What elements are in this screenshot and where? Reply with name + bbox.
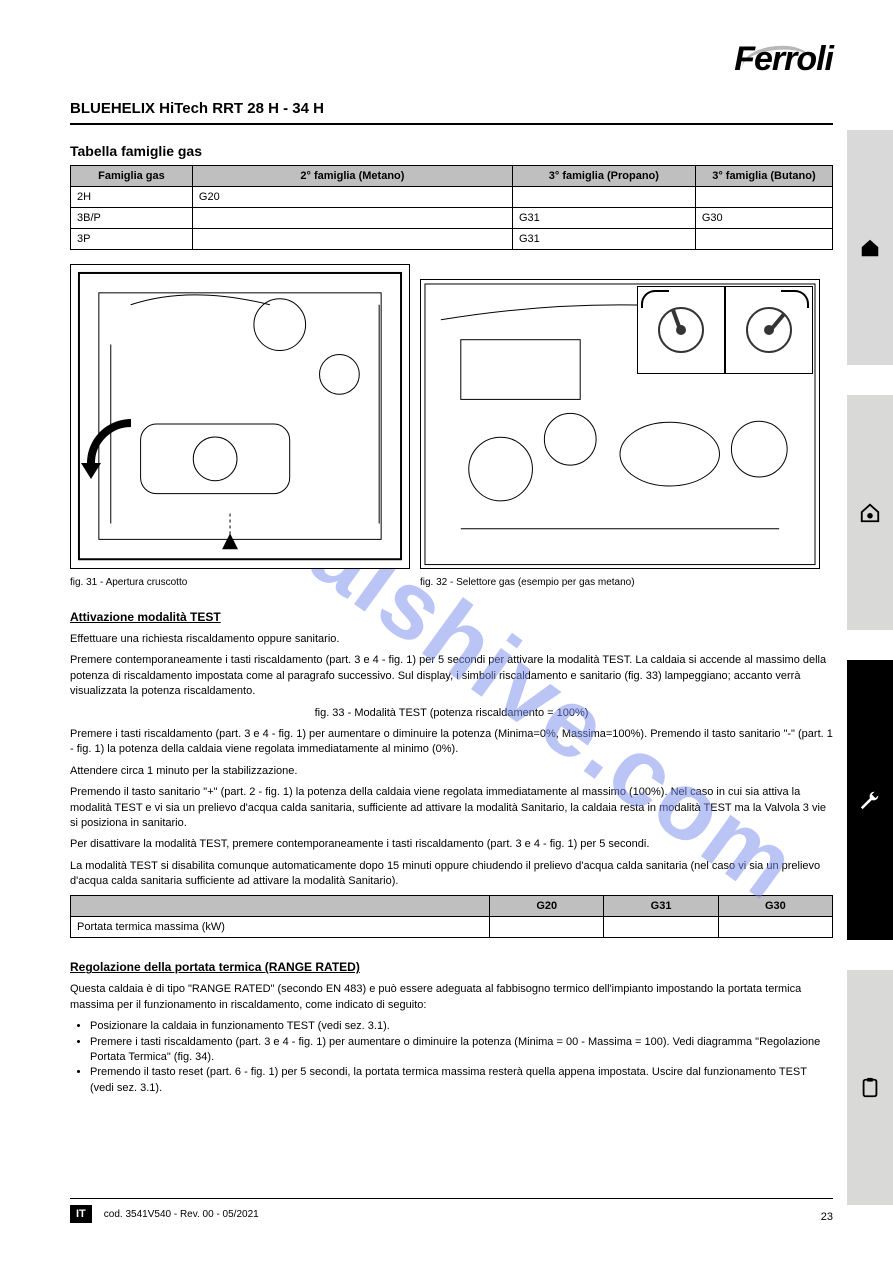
test-mode-heading: Attivazione modalità TEST [70, 610, 833, 624]
sidebar-section-service [847, 660, 893, 940]
th-methane: 2° famiglia (Metano) [192, 166, 512, 187]
table-header-row: G20 G31 G30 [71, 896, 833, 917]
cell [512, 187, 695, 208]
figure-31-box [70, 264, 410, 569]
gas-family-table: Famiglia gas 2° famiglia (Metano) 3° fam… [70, 165, 833, 250]
figure-row [70, 264, 833, 569]
cell: G30 [695, 208, 832, 229]
page-number: 23 [821, 1211, 833, 1223]
table-row: 3B/P G31 G30 [71, 208, 833, 229]
figure-32-box [420, 279, 820, 569]
cell: 2H [71, 187, 193, 208]
cell: 3P [71, 229, 193, 250]
cell-label: Portata termica massima (kW) [71, 917, 490, 938]
th-g20: G20 [490, 896, 604, 917]
cell [490, 917, 604, 938]
th-g30: G30 [718, 896, 832, 917]
cell [695, 187, 832, 208]
thermal-output-table: G20 G31 G30 Portata termica massima (kW) [70, 895, 833, 938]
cell [192, 208, 512, 229]
rotate-right-icon [781, 290, 809, 308]
model-line: BLUEHELIX HiTech RRT 28 H - 34 H [70, 100, 833, 117]
heat-output-heading: Regolazione della portata termica (RANGE… [70, 960, 833, 974]
sidebar-section-install [847, 395, 893, 630]
test-mode-para5: Premendo il tasto sanitario "+" (part. 2… [70, 785, 833, 831]
th-propane: 3° famiglia (Propano) [512, 166, 695, 187]
sidebar-gap [847, 365, 893, 395]
selector-insets [637, 286, 813, 374]
selector-inset-g20 [637, 286, 725, 374]
figure-captions: fig. 31 - Apertura cruscotto fig. 32 - S… [70, 573, 833, 588]
test-mode-para1: Effettuare una richiesta riscaldamento o… [70, 632, 833, 647]
table-row: 3P G31 [71, 229, 833, 250]
knob-icon [658, 307, 704, 353]
rotate-left-icon [641, 290, 669, 308]
doc-code: cod. 3541V540 - Rev. 00 - 05/2021 [104, 1209, 259, 1220]
wrench-icon [859, 789, 881, 811]
cell [604, 917, 718, 938]
cell: G31 [512, 208, 695, 229]
sidebar-section-user [847, 130, 893, 365]
heat-output-bullets: Posizionare la caldaia in funzionamento … [70, 1019, 833, 1096]
heat-output-para: Questa caldaia è di tipo "RANGE RATED" (… [70, 982, 833, 1013]
test-mode-para4: Attendere circa 1 minuto per la stabiliz… [70, 764, 833, 779]
list-item: Premere i tasti riscaldamento (part. 3 e… [90, 1035, 833, 1066]
th-family: Famiglia gas [71, 166, 193, 187]
brand-logo: Ferroli [734, 40, 833, 79]
table-header-row: Famiglia gas 2° famiglia (Metano) 3° fam… [71, 166, 833, 187]
cell: G20 [192, 187, 512, 208]
list-item: Premendo il tasto reset (part. 6 - fig. … [90, 1065, 833, 1096]
cell [192, 229, 512, 250]
cell: G31 [512, 229, 695, 250]
test-mode-para2: Premere contemporaneamente i tasti risca… [70, 653, 833, 699]
th-butane: 3° famiglia (Butano) [695, 166, 832, 187]
fig31-caption: fig. 31 - Apertura cruscotto [70, 577, 410, 588]
sidebar-section-data [847, 970, 893, 1205]
house-wrench-icon [859, 502, 881, 524]
cell: 3B/P [71, 208, 193, 229]
footer-rule [70, 1198, 833, 1199]
lang-tag: IT [70, 1205, 92, 1223]
family-table-title: Tabella famiglie gas [70, 143, 833, 159]
list-item: Posizionare la caldaia in funzionamento … [90, 1019, 833, 1034]
rule-top [70, 123, 833, 125]
th-g31: G31 [604, 896, 718, 917]
knob-icon [746, 307, 792, 353]
test-mode-para7: La modalità TEST si disabilita comunque … [70, 859, 833, 890]
home-icon [859, 237, 881, 259]
fig33-caption: fig. 33 - Modalità TEST (potenza riscald… [70, 706, 833, 721]
selector-inset-g31 [725, 286, 813, 374]
fig32-caption: fig. 32 - Selettore gas (esempio per gas… [420, 577, 820, 588]
cell [695, 229, 832, 250]
clipboard-icon [859, 1077, 881, 1099]
th-blank [71, 896, 490, 917]
table-row: 2H G20 [71, 187, 833, 208]
sidebar-gap [847, 940, 893, 970]
panel-open-arrow-icon [81, 415, 145, 479]
page-footer: IT cod. 3541V540 - Rev. 00 - 05/2021 23 [70, 1198, 833, 1223]
page: Ferroli manualshive.com BLUEHELIX HiTech… [0, 0, 893, 1263]
table-row: Portata termica massima (kW) [71, 917, 833, 938]
test-mode-para6: Per disattivare la modalità TEST, premer… [70, 837, 833, 852]
cell [718, 917, 832, 938]
test-mode-para3: Premere i tasti riscaldamento (part. 3 e… [70, 727, 833, 758]
sidebar-gap [847, 630, 893, 660]
section-sidebar [847, 130, 893, 1205]
